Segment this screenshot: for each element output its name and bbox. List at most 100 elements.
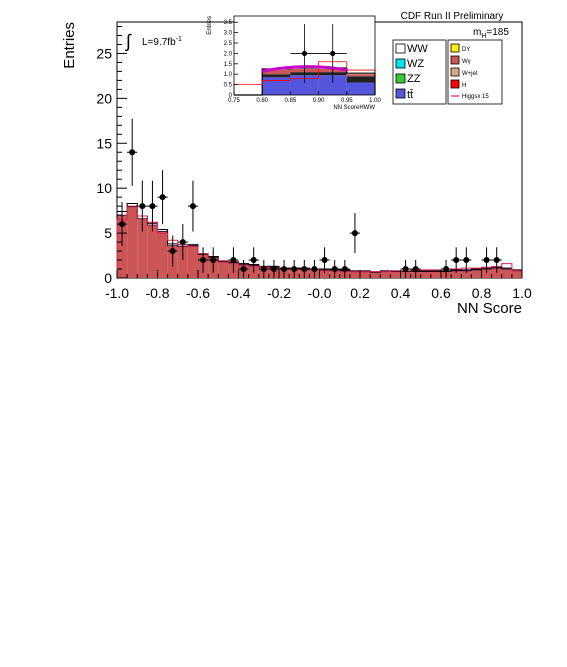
data-point bbox=[210, 257, 217, 264]
data-point bbox=[149, 203, 156, 210]
data-point bbox=[270, 266, 277, 273]
inset-x-tick-label: 0.95 bbox=[341, 98, 353, 104]
wgamma-bar bbox=[177, 246, 188, 278]
data-point bbox=[483, 257, 490, 264]
wgamma-bar bbox=[471, 269, 482, 278]
inset-wgamma-bar bbox=[262, 70, 291, 75]
wgamma-bar bbox=[127, 206, 138, 278]
inset-y-tick-label: 0 bbox=[229, 93, 233, 99]
data-point bbox=[159, 194, 166, 201]
inset-x-tick-label: 0.75 bbox=[228, 98, 240, 104]
inset-tt-bar bbox=[346, 82, 375, 95]
data-point bbox=[443, 266, 450, 273]
x-tick-label: -0.6 bbox=[186, 285, 210, 301]
inset-y-tick-label: 1.5 bbox=[224, 62, 233, 68]
inset-y-tick-label: 2.5 bbox=[224, 41, 233, 47]
legend-swatch-zz bbox=[395, 73, 406, 84]
y-tick-label: 5 bbox=[104, 225, 112, 241]
data-point bbox=[321, 257, 328, 264]
inset-x-ticks: 0.75 0.80 0.85 0.90 0.95 1.00 bbox=[228, 91, 381, 104]
legend-label-wjet: W+jet bbox=[462, 71, 478, 77]
data-point bbox=[291, 266, 298, 273]
legend-swatch-ww bbox=[395, 43, 406, 54]
y-axis-title: Entries bbox=[61, 22, 78, 69]
inset-x-tick-label: 0.85 bbox=[285, 98, 297, 104]
inset-data-points bbox=[290, 24, 347, 83]
inset-x-tick-label: 0.80 bbox=[256, 98, 268, 104]
inset-y-ticks: 0 0.5 1.0 1.5 2.0 2.5 3.0 3.5 bbox=[224, 20, 238, 99]
wgamma-bar bbox=[370, 272, 381, 278]
wgamma-bar bbox=[501, 269, 512, 278]
inset-ww-bar bbox=[346, 76, 375, 83]
wgamma-bar bbox=[420, 271, 431, 278]
inset-y-title: Entries bbox=[207, 16, 213, 35]
data-point bbox=[341, 266, 348, 273]
legend-swatch-wgamma bbox=[450, 55, 460, 65]
x-axis-ticks: -1.0 -0.8 -0.6 -0.4 -0.2 -0.0 0.2 0.4 0.6 0.8 1.0 bbox=[105, 270, 532, 301]
inset-syst-band bbox=[261, 65, 348, 73]
inset-y-tick-label: 0.5 bbox=[224, 83, 233, 89]
legend-swatch-wjet bbox=[450, 67, 460, 77]
legend-swatch-tt bbox=[395, 88, 406, 99]
y-tick-label: 20 bbox=[96, 90, 112, 106]
wgamma-bar bbox=[511, 270, 522, 278]
inset-x-tick-label: 1.00 bbox=[369, 98, 381, 104]
y-tick-label: 10 bbox=[96, 180, 112, 196]
inset-y-tick-label: 3.5 bbox=[224, 20, 233, 26]
legend-label-wgamma: Wγ bbox=[462, 59, 471, 65]
wgamma-bar bbox=[137, 218, 148, 278]
header-box bbox=[389, 9, 522, 22]
data-points bbox=[117, 118, 502, 278]
data-point bbox=[453, 257, 460, 264]
data-point bbox=[331, 266, 338, 273]
inset-tt-bar bbox=[318, 75, 347, 95]
luminosity-label: L=9.7fb-1 bbox=[142, 36, 182, 48]
inset-wgamma-bar bbox=[346, 74, 375, 77]
integral-symbol: ∫ bbox=[124, 31, 132, 51]
wgamma-bar bbox=[380, 271, 391, 278]
data-point bbox=[493, 257, 500, 264]
wgamma-bar bbox=[390, 271, 401, 278]
x-tick-label: 0.4 bbox=[391, 285, 411, 301]
inset-ww-bar bbox=[262, 74, 291, 78]
inset-y-tick-label: 2.0 bbox=[224, 51, 233, 57]
data-point bbox=[301, 266, 308, 273]
data-point bbox=[281, 266, 288, 273]
inset-data-point bbox=[330, 50, 336, 57]
inset-frame bbox=[233, 15, 376, 96]
mass-label: mH=185 bbox=[473, 27, 509, 40]
wgamma-bar bbox=[481, 269, 492, 278]
legend-label-dy: DY bbox=[462, 47, 470, 53]
inset-x-title: NN ScoreHWW bbox=[333, 105, 375, 111]
data-point bbox=[189, 203, 196, 210]
header-title: CDF Run II Preliminary bbox=[401, 11, 504, 22]
x-tick-label: -0.4 bbox=[226, 285, 250, 301]
inset-y-tick-label: 3.0 bbox=[224, 31, 233, 37]
data-point bbox=[139, 203, 146, 210]
legend-label-tt: tt̄ bbox=[407, 89, 413, 101]
data-point bbox=[351, 230, 358, 237]
wgamma-bar bbox=[360, 271, 371, 278]
x-tick-label: -0.2 bbox=[267, 285, 291, 301]
data-point bbox=[119, 221, 126, 228]
wgamma-bar bbox=[218, 261, 229, 278]
wgamma-bar bbox=[430, 271, 441, 278]
y-tick-label: 15 bbox=[96, 135, 112, 151]
wgamma-bar bbox=[349, 271, 360, 278]
wgamma-bar bbox=[187, 245, 198, 278]
legend-label-wz: WZ bbox=[407, 58, 424, 70]
x-tick-label: 1.0 bbox=[512, 285, 532, 301]
wgamma-bar bbox=[461, 270, 472, 278]
x-tick-label: -1.0 bbox=[105, 285, 129, 301]
legend-label-higgs: Higgsx 15 bbox=[462, 94, 489, 100]
wgamma-bar bbox=[491, 268, 502, 278]
x-tick-label: 0.2 bbox=[350, 285, 370, 301]
legend-swatch-h bbox=[450, 79, 460, 89]
data-point bbox=[200, 257, 207, 264]
x-tick-label: 0.6 bbox=[431, 285, 451, 301]
inset-data-point bbox=[301, 50, 308, 57]
data-point bbox=[412, 266, 419, 273]
legend-swatch-wz bbox=[395, 58, 406, 69]
legend-label-zz: ZZ bbox=[407, 73, 421, 85]
data-point bbox=[240, 266, 247, 273]
